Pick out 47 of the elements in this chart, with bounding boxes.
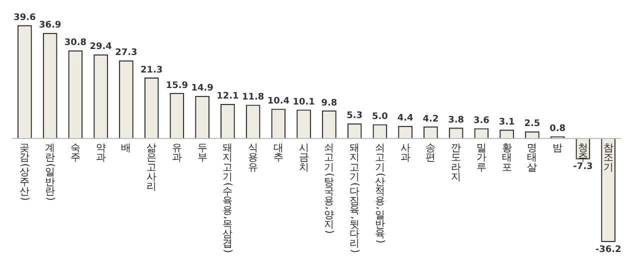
category-label: 쇠고기(탕국용,양지) <box>324 143 335 234</box>
data-label: 3.8 <box>448 115 464 126</box>
data-label: 5.3 <box>346 111 363 122</box>
x-tick-label: 시금치 <box>298 143 309 174</box>
x-tick-label: 참조기 <box>603 143 614 174</box>
x-tick-label: 곶감(상주산) <box>19 143 30 201</box>
x-tick-label: 깐도라지 <box>451 143 462 183</box>
data-label: -7.3 <box>573 162 593 172</box>
data-label: 15.9 <box>166 80 188 91</box>
x-tick-label: 황태포 <box>502 143 512 174</box>
x-tick-label: 약과 <box>96 143 106 164</box>
x-tick-label: 삶은고사리 <box>146 143 157 192</box>
data-label: 14.9 <box>191 84 214 94</box>
data-label: 27.3 <box>115 48 138 58</box>
x-tick-label: 유과 <box>172 143 182 164</box>
x-tick-label: 명태살 <box>527 143 538 174</box>
x-tick-label: 숙주 <box>70 143 80 164</box>
data-label: 4.4 <box>397 114 414 124</box>
category-label: 돼지고기(다짐육,뒷다리) <box>348 143 360 253</box>
x-tick-label: 밤 <box>552 143 563 154</box>
x-tick-label: 밀가루 <box>476 143 486 174</box>
data-label: 3.6 <box>473 116 490 126</box>
data-label: -36.2 <box>595 244 622 255</box>
data-label: 4.2 <box>422 114 439 124</box>
data-label: 10.4 <box>267 96 290 107</box>
category-label: 돼지고기(수육용,목삼겹) <box>222 143 234 253</box>
data-label: 29.4 <box>90 42 112 52</box>
data-label: 0.8 <box>550 124 566 134</box>
data-label: 12.1 <box>216 92 239 102</box>
data-label: 30.8 <box>64 38 87 48</box>
x-tick-label: 두부 <box>197 143 208 164</box>
x-tick-label: 대추 <box>273 143 284 164</box>
data-label: 11.8 <box>242 92 264 103</box>
data-label: 36.9 <box>38 20 62 31</box>
data-label: 21.3 <box>140 65 163 76</box>
x-tick-label: 배 <box>121 143 132 154</box>
x-tick-label: 식용유 <box>248 143 258 174</box>
category-label: 쇠고기(산적용,일반육) <box>374 143 386 244</box>
x-tick-label: 계란(일반란) <box>44 143 56 201</box>
data-label: 10.1 <box>292 97 315 108</box>
x-tick-label: 사과 <box>400 143 410 164</box>
data-label: 3.1 <box>498 117 515 128</box>
x-tick-label: 송편 <box>426 143 436 164</box>
data-label: 2.5 <box>524 119 540 130</box>
data-label: 5.0 <box>372 112 388 122</box>
data-label: 9.8 <box>321 98 338 108</box>
data-label: 39.6 <box>14 12 36 23</box>
